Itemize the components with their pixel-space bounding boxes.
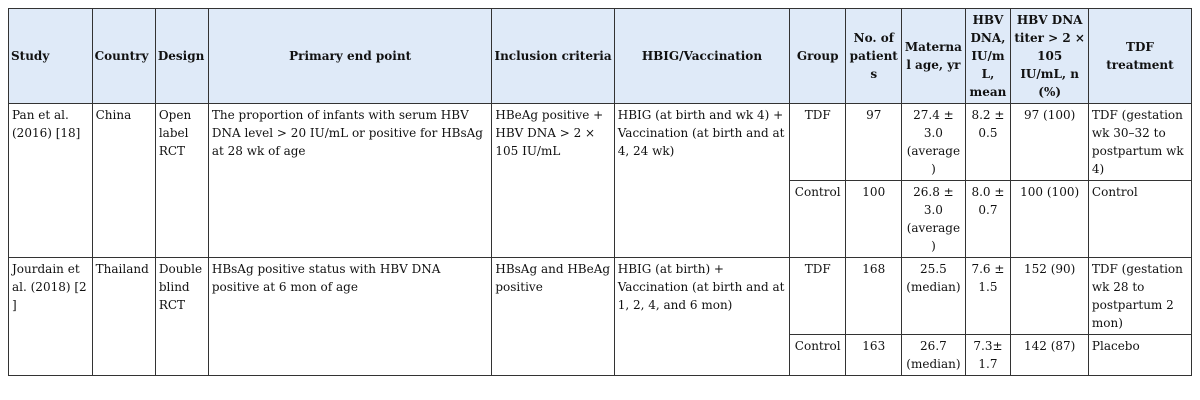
study-comparison-table: Study Country Design Primary end point I…: [8, 8, 1193, 376]
header-country: Country: [91, 8, 156, 104]
cell-titer: 100 (100): [1010, 180, 1089, 258]
header-titer: HBV DNA titer > 2 × 105 IU/mL, n (%): [1010, 8, 1089, 104]
cell-tdf-treatment: Placebo: [1087, 334, 1193, 376]
cell-design: Double blind RCT: [154, 257, 209, 376]
cell-hbv-dna: 7.6 ± 1.5: [964, 257, 1012, 335]
cell-study: Jourdain et al. (2018) [2 ]: [8, 257, 93, 376]
header-hbv-dna: HBV DNA, IU/mL, mean: [964, 8, 1012, 104]
header-primary-end-point: Primary end point: [207, 8, 493, 104]
cell-hbv-dna: 7.3± 1.7: [964, 334, 1012, 376]
cell-tdf-treatment: Control: [1087, 180, 1193, 258]
cell-titer: 97 (100): [1010, 103, 1089, 181]
cell-primary-end-point: The proportion of infants with serum HBV…: [207, 103, 493, 258]
cell-maternal-age: 26.8 ± 3.0 (average): [901, 180, 966, 258]
header-study: Study: [8, 8, 93, 104]
header-inclusion-criteria: Inclusion criteria: [491, 8, 615, 104]
cell-group: Control: [789, 180, 847, 258]
cell-inclusion: HBeAg positive + HBV DNA > 2 × 105 IU/mL: [491, 103, 615, 258]
cell-tdf-treatment: TDF (gestation wk 30–32 to postpartum wk…: [1087, 103, 1193, 181]
cell-primary-end-point: HBsAg positive status with HBV DNA posit…: [207, 257, 493, 376]
cell-patients: 163: [845, 334, 903, 376]
header-hbig-vaccination: HBIG/Vaccination: [613, 8, 791, 104]
cell-patients: 97: [845, 103, 903, 181]
cell-country: Thailand: [91, 257, 156, 376]
cell-patients: 100: [845, 180, 903, 258]
header-tdf-treatment: TDF treatment: [1087, 8, 1193, 104]
cell-hbv-dna: 8.0 ± 0.7: [964, 180, 1012, 258]
cell-hbv-dna: 8.2 ± 0.5: [964, 103, 1012, 181]
cell-hbig: HBIG (at birth and wk 4) + Vaccination (…: [613, 103, 791, 258]
cell-design: Open label RCT: [154, 103, 209, 258]
cell-group: Control: [789, 334, 847, 376]
cell-maternal-age: 25.5 (median): [901, 257, 966, 335]
table-row: Pan et al. (2016) [18] China Open label …: [8, 103, 1193, 258]
cell-maternal-age: 27.4 ± 3.0 (average): [901, 103, 966, 181]
header-maternal-age: Maternal age, yr: [901, 8, 966, 104]
cell-group: TDF: [789, 103, 847, 181]
cell-hbig: HBIG (at birth) + Vaccination (at birth …: [613, 257, 791, 376]
cell-study: Pan et al. (2016) [18]: [8, 103, 93, 258]
cell-tdf-treatment: TDF (gestation wk 28 to postpartum 2 mon…: [1087, 257, 1193, 335]
table-row: Jourdain et al. (2018) [2 ] Thailand Dou…: [8, 257, 1193, 376]
cell-patients: 168: [845, 257, 903, 335]
header-design: Design: [154, 8, 209, 104]
header-patients: No. of patients: [845, 8, 903, 104]
header-group: Group: [789, 8, 847, 104]
header-row: Study Country Design Primary end point I…: [8, 8, 1193, 104]
table-row: Control 163 26.7 (median) 7.3± 1.7 142 (…: [9, 334, 1193, 376]
cell-inclusion: HBsAg and HBeAg positive: [491, 257, 615, 376]
cell-country: China: [91, 103, 156, 258]
cell-maternal-age: 26.7 (median): [901, 334, 966, 376]
cell-titer: 152 (90): [1010, 257, 1089, 335]
table-row: Control 100 26.8 ± 3.0 (average) 8.0 ± 0…: [9, 180, 1193, 258]
cell-group: TDF: [789, 257, 847, 335]
cell-titer: 142 (87): [1010, 334, 1089, 376]
